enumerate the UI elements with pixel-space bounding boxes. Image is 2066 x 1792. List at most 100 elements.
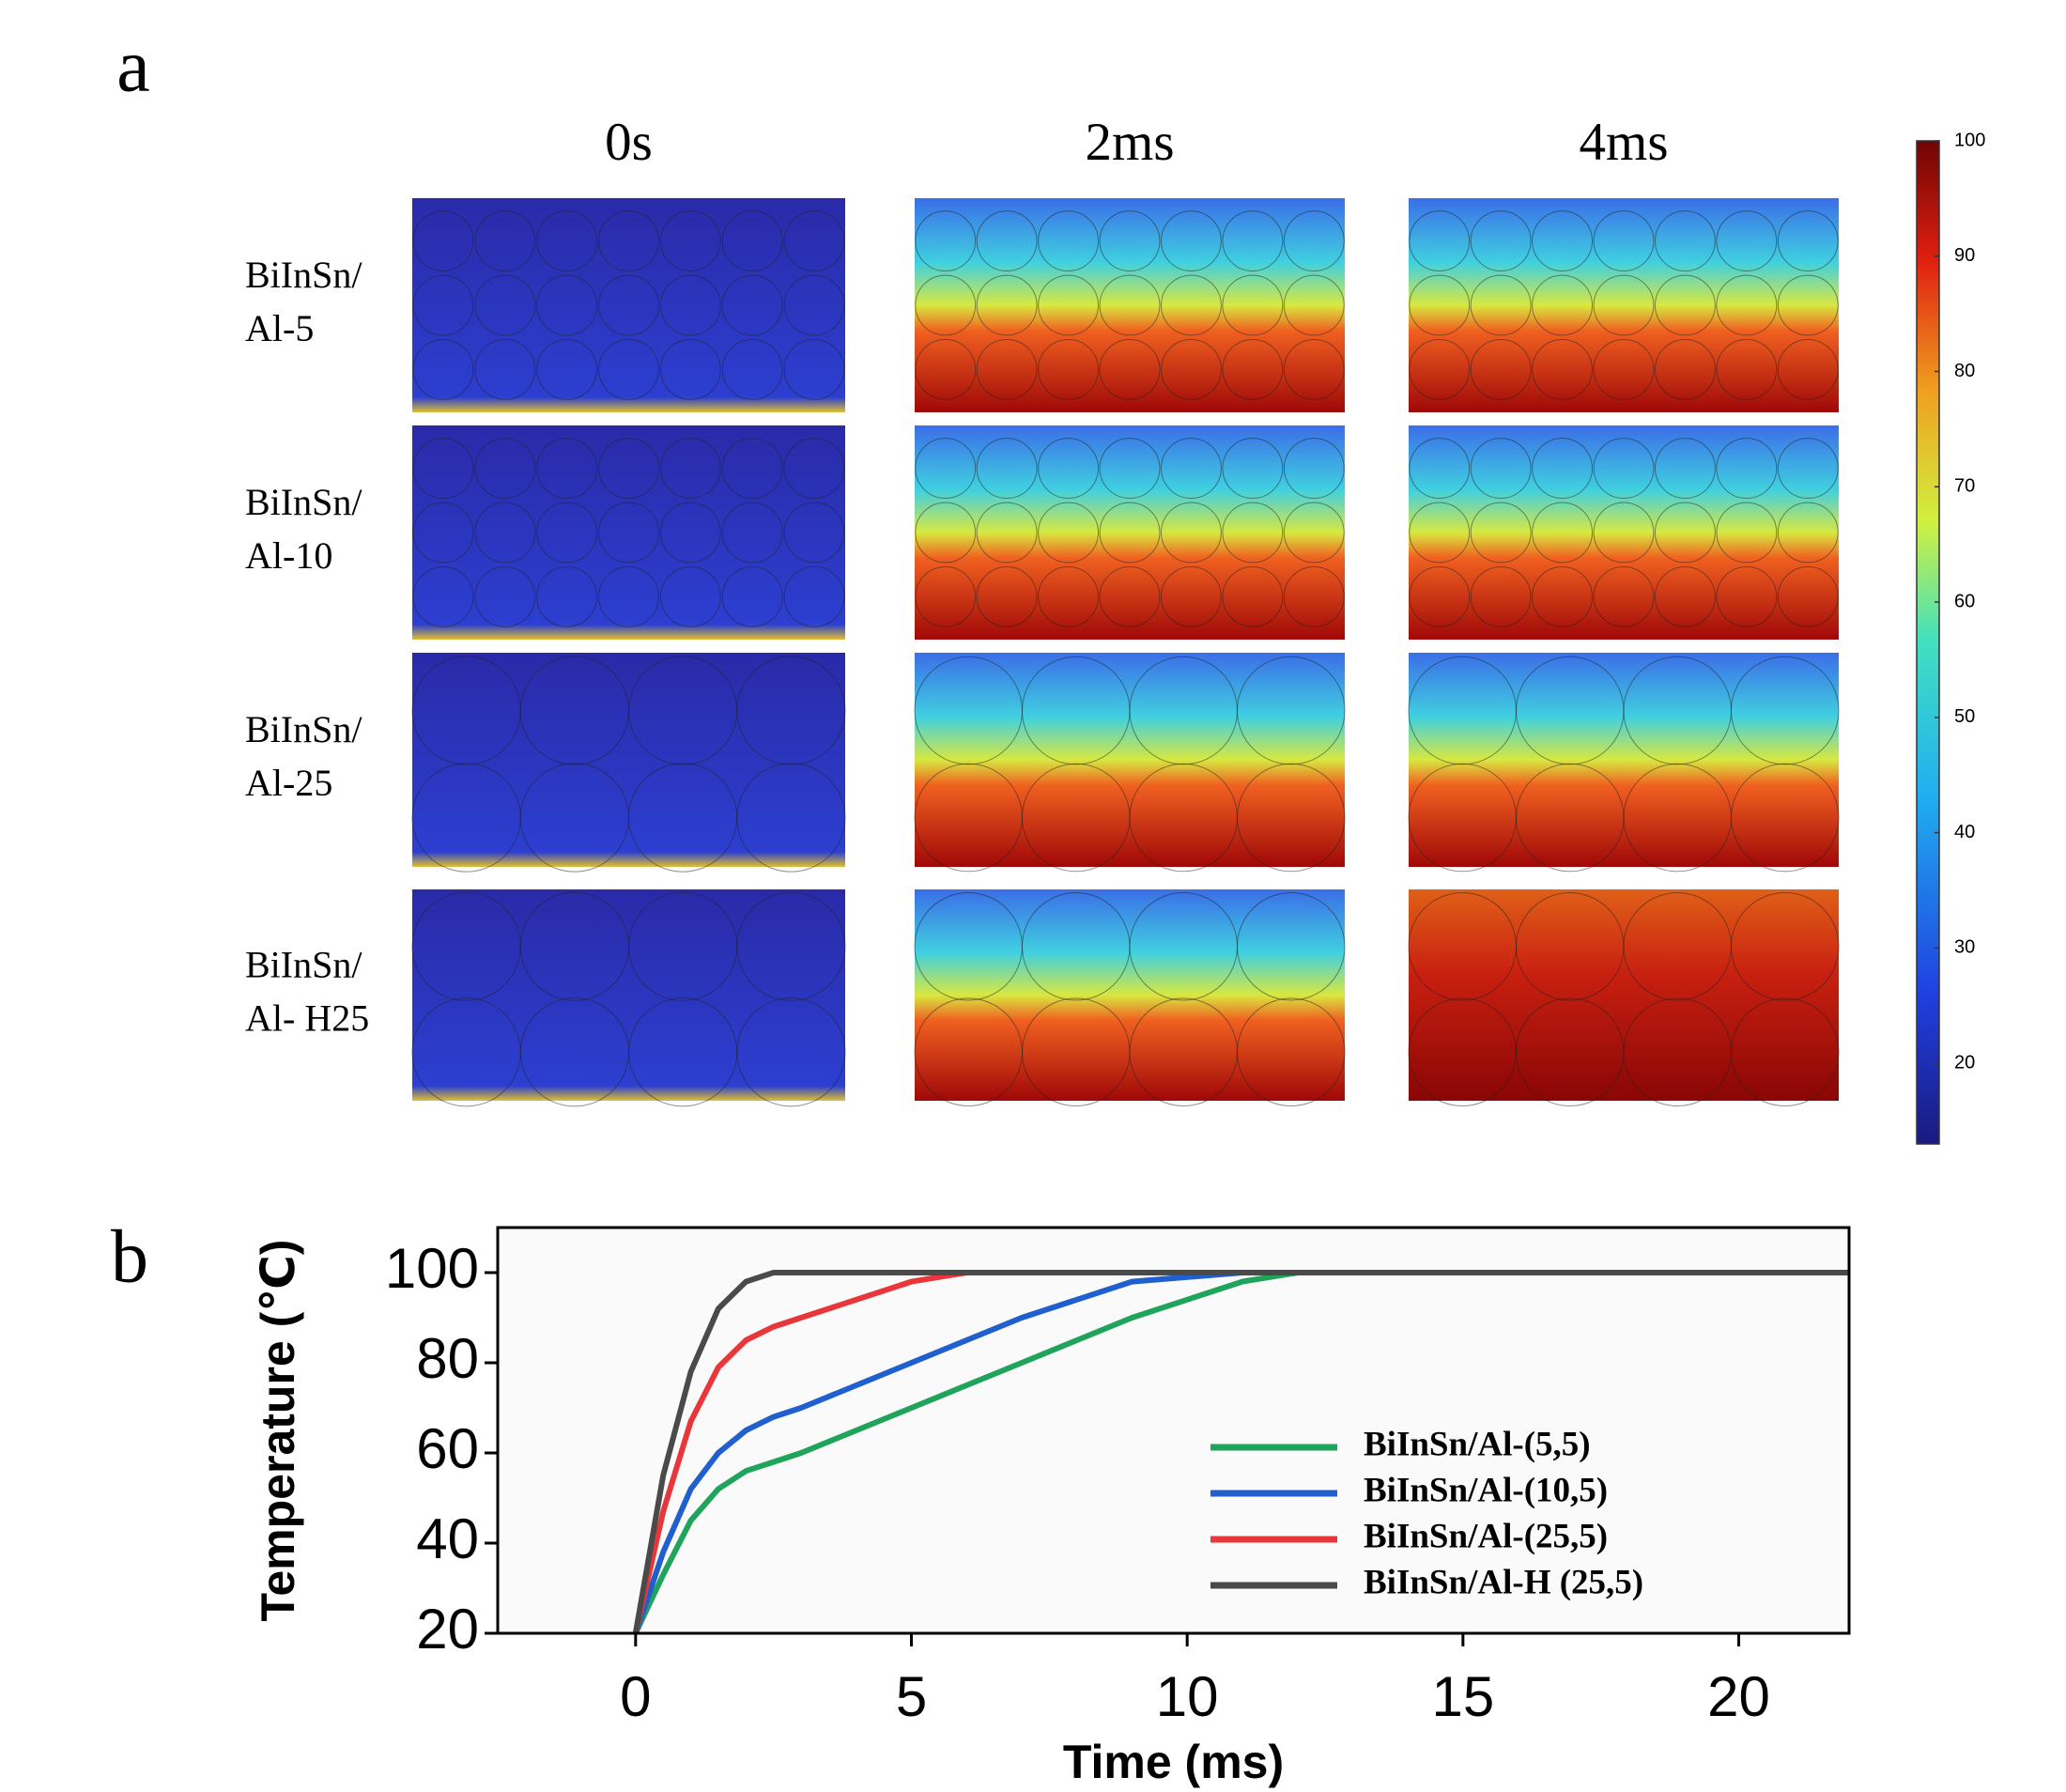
particle-outline [915, 502, 977, 564]
y-axis-title: Temperature (℃) [252, 1240, 304, 1622]
particle-outline [915, 338, 977, 400]
particle-outline [1716, 565, 1778, 627]
particle-outline [721, 438, 783, 500]
particle-outline [412, 274, 474, 336]
particle-outline [1777, 438, 1839, 500]
column-label: 0s [605, 113, 653, 172]
particle-outline [1237, 892, 1346, 1001]
particle-outline [1716, 210, 1778, 272]
particle-outline [976, 438, 1038, 500]
particle-outline [659, 565, 721, 627]
particle-outline [1038, 210, 1099, 272]
particle-outline [1222, 438, 1284, 500]
particle-outline [721, 338, 783, 400]
particle-outline [1532, 438, 1593, 500]
particle-outline [1777, 274, 1839, 336]
particle-outline [721, 565, 783, 627]
particle-outline [1470, 274, 1532, 336]
colorbar-tick-label: 100 [1954, 130, 1985, 150]
row-label: BiInSn/ [245, 481, 362, 523]
particle-outline [412, 210, 474, 272]
particle-outline [659, 210, 721, 272]
particle-outline [1532, 338, 1593, 400]
particle-outline [1655, 274, 1716, 336]
simulation-map [915, 425, 1345, 640]
plot-area [498, 1228, 1849, 1633]
particle-outline [1099, 274, 1161, 336]
particle-outline [1038, 274, 1099, 336]
particle-outline [412, 565, 474, 627]
particle-outline [1409, 274, 1471, 336]
particle-outline [1161, 565, 1222, 627]
particle-outline [1470, 338, 1532, 400]
legend-label: BiInSn/Al-(25,5) [1364, 1517, 1608, 1555]
y-tick-label: 100 [385, 1237, 479, 1300]
particle-outline [1409, 565, 1471, 627]
particle-outline [1038, 502, 1099, 564]
row-label: Al-25 [245, 762, 332, 804]
particle-outline [1038, 438, 1099, 500]
particle-outline [1655, 502, 1716, 564]
x-tick-label: 0 [620, 1665, 651, 1728]
particle-outline [598, 438, 659, 500]
simulation-map [1409, 653, 1839, 867]
row-label: Al-10 [245, 534, 332, 577]
particle-outline [598, 565, 659, 627]
particle-outline [1532, 210, 1593, 272]
simulation-map [915, 198, 1345, 412]
particle-outline [1099, 438, 1161, 500]
particle-outline [1470, 210, 1532, 272]
particle-outline [1655, 338, 1716, 400]
particle-outline [736, 656, 846, 765]
particle-outline [783, 565, 845, 627]
x-tick-label: 20 [1707, 1665, 1770, 1728]
particle-outline [1222, 565, 1284, 627]
colorbar-tick-label: 80 [1954, 361, 1975, 381]
particle-outline [659, 438, 721, 500]
particle-outline [1777, 502, 1839, 564]
particle-outline [598, 210, 659, 272]
particle-outline [536, 502, 598, 564]
particle-outline [1593, 338, 1655, 400]
particle-outline [1532, 274, 1593, 336]
particle-outline [1222, 502, 1284, 564]
particle-outline [474, 438, 536, 500]
particle-outline [783, 502, 845, 564]
colorbar [1916, 140, 1940, 1145]
y-tick-label: 40 [416, 1507, 479, 1570]
particle-outline [736, 763, 846, 873]
particle-outline [474, 338, 536, 400]
colorbar-tick-label: 30 [1954, 937, 1975, 958]
colorbar-tick-label: 50 [1954, 706, 1975, 727]
particle-outline [659, 338, 721, 400]
particle-outline [976, 565, 1038, 627]
particle-outline [1038, 565, 1099, 627]
particle-outline [1716, 274, 1778, 336]
simulation-map [915, 889, 1345, 1101]
particle-outline [783, 210, 845, 272]
colorbar-tick-label: 40 [1954, 822, 1975, 842]
particle-outline [1593, 438, 1655, 500]
particle-outline [1283, 338, 1345, 400]
simulation-map [1409, 425, 1839, 640]
column-label: 2ms [1085, 113, 1174, 172]
particle-outline [1593, 502, 1655, 564]
particle-outline [1161, 502, 1222, 564]
particle-outline [1593, 565, 1655, 627]
panel-label: a [116, 24, 150, 107]
particle-outline [1409, 210, 1471, 272]
particle-outline [1099, 338, 1161, 400]
particle-outline [783, 274, 845, 336]
particle-outline [1716, 338, 1778, 400]
particle-outline [1161, 438, 1222, 500]
particle-outline [474, 274, 536, 336]
legend-label: BiInSn/Al-(5,5) [1364, 1425, 1591, 1463]
particle-outline [659, 274, 721, 336]
y-tick-label: 60 [416, 1417, 479, 1480]
particle-outline [474, 565, 536, 627]
particle-outline [1099, 502, 1161, 564]
column-label: 4ms [1579, 113, 1668, 172]
particle-outline [976, 210, 1038, 272]
particle-outline [1237, 997, 1346, 1106]
